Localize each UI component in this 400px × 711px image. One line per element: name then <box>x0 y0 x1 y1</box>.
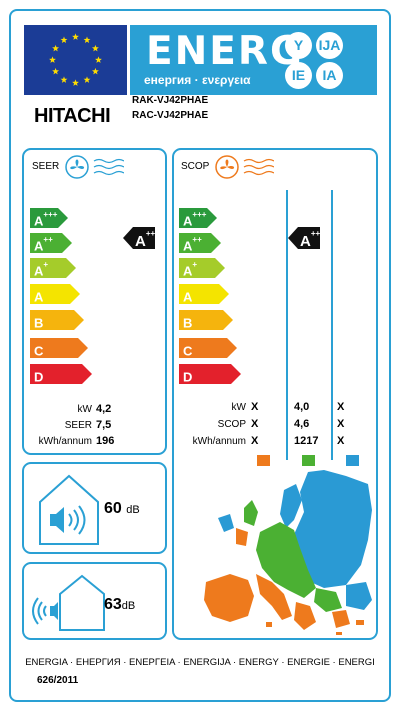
cooling-value-kwh: 196 <box>96 435 115 447</box>
cooling-value-kw: 4,2 <box>96 403 112 415</box>
cooling-label-seer: SEER <box>64 420 92 431</box>
cooling-label-kw: kW <box>77 404 92 415</box>
eu-star-icon <box>72 33 79 40</box>
heating-warm-kw: X <box>337 401 345 413</box>
footer-languages: ENERGIA · ЕНЕРГИЯ · ΕΝΕΡΓΕΙΑ · ENERGIJA … <box>25 657 375 668</box>
cooling-scale-b: B <box>30 310 84 330</box>
eu-star-icon <box>72 79 79 86</box>
zone-swatch-average <box>302 455 315 466</box>
heating-scale-a3plus: A+++ <box>179 208 217 228</box>
eu-star-icon <box>91 44 99 52</box>
eu-star-icon <box>95 56 102 63</box>
energy-word: ENERG <box>146 29 304 74</box>
europe-climate-map-icon <box>204 470 372 635</box>
heating-scale-c: C <box>179 338 237 358</box>
eu-star-icon <box>91 67 99 75</box>
heating-warm-kwh: X <box>337 435 345 447</box>
lang-tag-ia: IA <box>316 62 343 89</box>
zone-swatch-cold <box>257 455 270 466</box>
heating-average-kw: 4,0 <box>294 401 310 413</box>
indoor-noise-panel: 60 dB <box>22 462 167 554</box>
cooling-value-seer: 7,5 <box>96 419 112 431</box>
heating-scale-a2plus: A++ <box>179 233 221 253</box>
lang-tag-y: Y <box>285 32 312 59</box>
heating-label-kw: kW <box>231 402 246 413</box>
heating-fan-icon <box>215 155 274 179</box>
lang-tag-ija: IJA <box>316 32 343 59</box>
heating-class-badge: A++ <box>288 227 320 249</box>
heating-scale-d: D <box>179 364 241 384</box>
eu-star-icon <box>83 76 91 83</box>
label-frame <box>9 9 391 702</box>
eu-star-icon <box>60 76 68 83</box>
eu-stars-icon <box>49 33 102 86</box>
model-indoor: RAK-VJ42PHAE <box>132 95 209 106</box>
eu-flag <box>24 25 127 95</box>
eu-star-icon <box>83 36 91 43</box>
outdoor-noise-value: 63dB <box>104 596 136 613</box>
heating-scale-b: B <box>179 310 233 330</box>
eu-star-icon <box>60 36 68 43</box>
heating-cold-scop: X <box>251 418 259 430</box>
cooling-scale-c: C <box>30 338 88 358</box>
outdoor-noise-panel: 63dB <box>22 562 167 640</box>
lang-tag-ie: IE <box>285 62 312 89</box>
heating-divider-2 <box>331 190 333 460</box>
outdoor-speaker-house-icon <box>32 574 105 631</box>
heating-average-kwh: 1217 <box>294 435 319 447</box>
cooling-scale-a3plus: A+++ <box>30 208 68 228</box>
heating-title: SCOP <box>181 161 210 172</box>
heating-label-scop: SCOP <box>217 419 246 430</box>
cooling-scale-d: D <box>30 364 92 384</box>
heating-label-kwh: kWh/annum <box>192 436 246 447</box>
cooling-title: SEER <box>32 161 60 172</box>
cooling-label-kwh: kWh/annum <box>38 436 92 447</box>
cooling-scale-a1plus: A+ <box>30 258 76 278</box>
heating-divider-1 <box>286 190 288 460</box>
cooling-class-badge: A++ <box>123 227 155 249</box>
eu-star-icon <box>52 44 60 52</box>
eu-star-icon <box>52 67 60 75</box>
model-outdoor: RAC-VJ42PHAE <box>132 110 209 121</box>
heating-scale-a1plus: A+ <box>179 258 225 278</box>
indoor-noise-value: 60 dB <box>104 500 140 517</box>
regulation-number: 626/2011 <box>37 675 79 686</box>
cooling-scale-a2plus: A++ <box>30 233 72 253</box>
indoor-speaker-house-icon <box>39 474 99 545</box>
cooling-fan-icon <box>65 155 124 179</box>
brand-logo: HITACHI <box>34 105 111 127</box>
eu-star-icon <box>49 56 56 63</box>
heating-cold-kwh: X <box>251 435 259 447</box>
heating-warm-scop: X <box>337 418 345 430</box>
heating-cold-kw: X <box>251 401 259 413</box>
heating-average-scop: 4,6 <box>294 418 310 430</box>
energy-subtitle: енергия · ενεργεια <box>144 73 251 87</box>
energy-banner: ENERG енергия · ενεργεια Y IJA IE IA <box>130 25 377 95</box>
cooling-scale-a: A <box>30 284 80 304</box>
zone-swatch-warm <box>346 455 359 466</box>
heating-scale-a: A <box>179 284 229 304</box>
